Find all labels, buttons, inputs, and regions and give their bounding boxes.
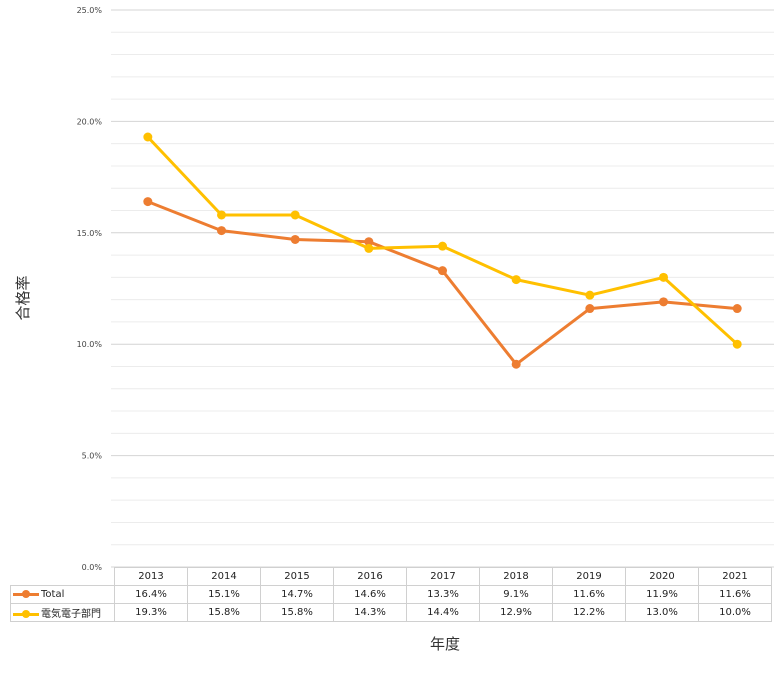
data-label: 14.4%	[406, 603, 480, 622]
y-tick-label: 10.0%	[77, 340, 103, 349]
legend-key-icon	[13, 589, 39, 598]
table-corner-cell	[10, 567, 115, 586]
data-label: 9.1%	[479, 585, 553, 604]
data-label: 11.9%	[625, 585, 699, 604]
data-point	[217, 226, 227, 236]
y-tick-label: 5.0%	[82, 452, 103, 461]
data-label: 19.3%	[114, 603, 188, 622]
table-row: 電気電子部門 19.3% 15.8% 15.8% 14.3% 14.4% 12.9% 12.2…	[10, 603, 772, 622]
data-point	[511, 359, 521, 369]
legend-entry: 電気電子部門	[10, 603, 115, 622]
y-axis-title: 合格率	[14, 275, 32, 320]
table-header-row: 2013 2014 2015 2016 2017 2018 2019 2020 2021	[10, 567, 772, 586]
data-point	[364, 237, 374, 247]
data-point	[659, 272, 669, 282]
series-points	[143, 132, 742, 369]
data-label: 12.2%	[552, 603, 626, 622]
x-axis-title: 年度	[430, 635, 460, 653]
x-tick-label: 2017	[406, 567, 480, 586]
data-label: 11.6%	[552, 585, 626, 604]
x-tick-label: 2021	[698, 567, 772, 586]
data-point	[143, 197, 153, 207]
x-tick-label: 2014	[187, 567, 261, 586]
data-point	[659, 297, 669, 307]
data-point	[290, 234, 300, 244]
data-label: 12.9%	[479, 603, 553, 622]
series-line-0	[147, 200, 738, 366]
y-tick-label: 20.0%	[77, 117, 103, 126]
x-tick-label: 2015	[260, 567, 334, 586]
x-tick-label: 2020	[625, 567, 699, 586]
legend-key-icon	[13, 609, 39, 618]
data-point	[438, 266, 448, 276]
data-point	[438, 241, 448, 251]
y-tick-label: 25.0%	[77, 6, 103, 15]
data-point	[585, 304, 595, 314]
data-label: 13.0%	[625, 603, 699, 622]
x-tick-label: 2019	[552, 567, 626, 586]
data-label: 15.8%	[187, 603, 261, 622]
series-line-1	[146, 135, 739, 346]
x-tick-label: 2013	[114, 567, 188, 586]
data-label: 13.3%	[406, 585, 480, 604]
data-label: 15.1%	[187, 585, 261, 604]
data-label: 11.6%	[698, 585, 772, 604]
legend-label: Total	[41, 589, 65, 600]
data-point	[511, 275, 521, 285]
x-tick-label: 2016	[333, 567, 407, 586]
legend-label: 電気電子部門	[41, 609, 101, 620]
x-tick-label: 2018	[479, 567, 553, 586]
data-table: 2013 2014 2015 2016 2017 2018 2019 2020 2021 Tota…	[10, 567, 772, 622]
data-label: 10.0%	[698, 603, 772, 622]
data-label: 14.7%	[260, 585, 334, 604]
data-point	[732, 339, 742, 349]
data-point	[290, 210, 300, 220]
data-point	[732, 304, 742, 314]
data-label: 16.4%	[114, 585, 188, 604]
data-label: 14.6%	[333, 585, 407, 604]
data-point	[143, 132, 153, 142]
data-point	[364, 243, 374, 253]
data-label: 15.8%	[260, 603, 334, 622]
data-label: 14.3%	[333, 603, 407, 622]
y-axis-ticks: 0.0%5.0%10.0%15.0%20.0%25.0%	[77, 6, 103, 572]
legend-entry: Total	[10, 585, 115, 604]
data-point	[585, 290, 595, 300]
data-point	[217, 210, 227, 220]
table-row: Total 16.4% 15.1% 14.7% 14.6% 13.3% 9.1% 11.6% 1…	[10, 585, 772, 604]
y-tick-label: 15.0%	[77, 229, 103, 238]
